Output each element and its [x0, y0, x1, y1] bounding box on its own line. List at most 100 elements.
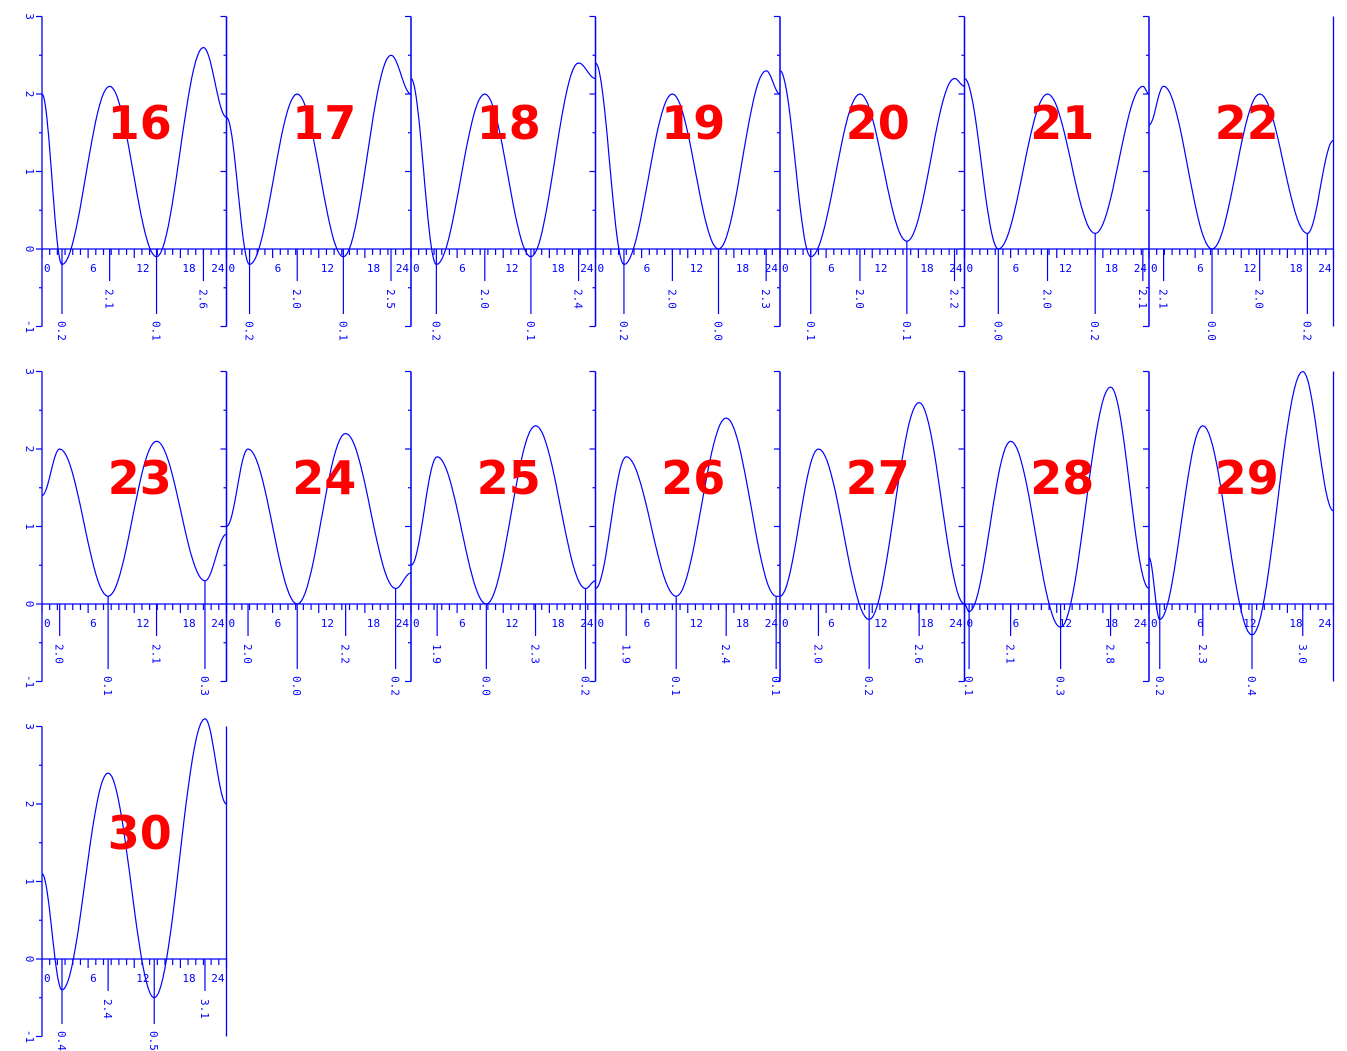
x-tick-label: 24	[949, 617, 963, 630]
x-tick-label: 24	[1318, 262, 1332, 275]
tide-curve	[226, 54, 412, 266]
x-tick-label: 12	[690, 617, 703, 630]
x-tick-label: 24	[1318, 617, 1332, 630]
panel-day-28: 0 6 12 18 240.12.10.32.828	[958, 370, 1150, 696]
low-tide-label: 0.1	[804, 321, 817, 341]
high-tide-label: 3.0	[1296, 644, 1309, 664]
low-tide-label: 0.2	[389, 676, 402, 696]
x-tick-label: 12	[690, 262, 703, 275]
tide-curve	[1148, 85, 1334, 250]
low-tide-label: 0.5	[147, 1031, 160, 1051]
high-tide-label: 2.3	[759, 289, 772, 309]
high-tide-label: 2.1	[1004, 644, 1017, 664]
x-tick-label: 12	[136, 617, 149, 630]
day-label: 22	[1215, 96, 1279, 150]
x-tick-label: 18	[551, 262, 564, 275]
tide-curve	[1148, 370, 1334, 636]
tide-curve	[964, 77, 1149, 250]
tide-curve	[41, 440, 227, 597]
x-tick-label: 18	[920, 262, 933, 275]
day-label: 20	[846, 96, 910, 150]
x-tick-label: 24	[949, 262, 963, 275]
x-tick-label: 6	[1197, 617, 1204, 630]
high-tide-label: 2.1	[1157, 289, 1170, 309]
tide-curve	[226, 432, 412, 605]
high-tide-label: 2.4	[719, 644, 732, 664]
x-tick-label: 0	[782, 617, 789, 630]
x-tick-label: 0	[44, 617, 51, 630]
x-tick-label: 6	[90, 262, 97, 275]
low-tide-label: 0.1	[101, 676, 114, 696]
low-tide-label: 0.3	[198, 676, 211, 696]
y-tick-label: 0	[23, 956, 36, 963]
x-tick-label: 18	[920, 617, 933, 630]
y-tick-label: 1	[23, 168, 36, 175]
x-tick-label: 12	[321, 262, 334, 275]
low-tide-label: 0.0	[290, 676, 303, 696]
tide-curve	[964, 386, 1150, 628]
day-label: 16	[108, 96, 172, 150]
x-tick-label: 6	[1197, 262, 1204, 275]
day-label: 29	[1215, 451, 1279, 505]
x-tick-label: 6	[459, 262, 466, 275]
y-tick-label: 0	[23, 246, 36, 253]
x-tick-label: 6	[828, 617, 835, 630]
low-tide-label: 0.2	[862, 676, 875, 696]
tide-curve	[41, 718, 227, 999]
high-tide-label: 2.2	[948, 289, 961, 309]
x-tick-label: 6	[459, 617, 466, 630]
low-tide-label: 0.0	[479, 676, 492, 696]
x-tick-label: 12	[321, 617, 334, 630]
x-tick-label: 0	[967, 262, 974, 275]
x-tick-label: 24	[765, 617, 779, 630]
day-label: 24	[292, 451, 356, 505]
low-tide-label: 0.1	[962, 676, 975, 696]
y-tick-label: 3	[23, 368, 36, 375]
x-tick-label: 12	[874, 617, 887, 630]
tide-curve	[41, 46, 227, 266]
x-tick-label: 0	[1151, 617, 1158, 630]
day-label: 28	[1030, 451, 1094, 505]
day-label: 19	[661, 96, 725, 150]
high-tide-label: 2.0	[811, 644, 824, 664]
high-tide-label: 2.0	[853, 289, 866, 309]
x-tick-label: 24	[1134, 262, 1148, 275]
tide-curve	[410, 425, 596, 605]
x-tick-label: 0	[967, 617, 974, 630]
y-tick-label: 2	[23, 801, 36, 808]
x-tick-label: 24	[396, 262, 410, 275]
x-tick-label: 0	[598, 262, 605, 275]
x-tick-label: 24	[580, 262, 594, 275]
x-tick-label: 0	[413, 262, 420, 275]
high-tide-label: 2.8	[1104, 644, 1117, 664]
x-tick-label: 6	[275, 617, 282, 630]
x-tick-label: 18	[1105, 617, 1118, 630]
x-tick-label: 18	[1289, 262, 1302, 275]
x-tick-label: 24	[1134, 617, 1148, 630]
high-tide-label: 2.5	[384, 289, 397, 309]
x-tick-label: 18	[1289, 617, 1302, 630]
x-tick-label: 6	[1013, 262, 1020, 275]
day-label: 23	[108, 451, 172, 505]
x-tick-label: 12	[1059, 262, 1072, 275]
x-tick-label: 18	[1105, 262, 1118, 275]
high-tide-label: 2.0	[241, 644, 254, 664]
x-tick-label: 24	[211, 617, 225, 630]
x-tick-label: 12	[136, 262, 149, 275]
low-tide-label: 0.2	[429, 321, 442, 341]
tide-curve	[779, 401, 965, 621]
y-tick-label: 0	[23, 601, 36, 608]
high-tide-label: 2.3	[529, 644, 542, 664]
x-tick-label: 12	[874, 262, 887, 275]
x-tick-label: 6	[644, 617, 651, 630]
x-tick-label: 24	[211, 262, 225, 275]
x-tick-label: 0	[44, 262, 51, 275]
low-tide-label: 0.0	[712, 321, 725, 341]
low-tide-label: 0.2	[1088, 321, 1101, 341]
panel-day-24: 0 6 12 18 24 2.0 0.0 2.2 0.2 24	[220, 370, 412, 696]
x-tick-label: 12	[136, 972, 149, 985]
